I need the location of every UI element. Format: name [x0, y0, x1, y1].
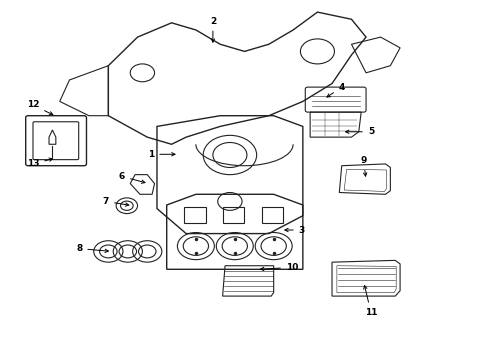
Text: 2: 2: [209, 17, 216, 42]
Bar: [183, 207, 205, 223]
Text: 9: 9: [360, 156, 366, 176]
Text: 1: 1: [148, 150, 175, 159]
Text: 10: 10: [260, 263, 298, 272]
Text: 4: 4: [326, 83, 344, 97]
Text: 7: 7: [102, 197, 129, 206]
Text: 13: 13: [27, 158, 53, 168]
Text: 8: 8: [76, 244, 108, 253]
Text: 11: 11: [363, 285, 376, 317]
Text: 3: 3: [284, 225, 305, 234]
Text: 5: 5: [345, 127, 373, 136]
Bar: [222, 207, 244, 223]
Text: 6: 6: [119, 172, 144, 183]
Bar: [261, 207, 283, 223]
Text: 12: 12: [27, 100, 53, 115]
